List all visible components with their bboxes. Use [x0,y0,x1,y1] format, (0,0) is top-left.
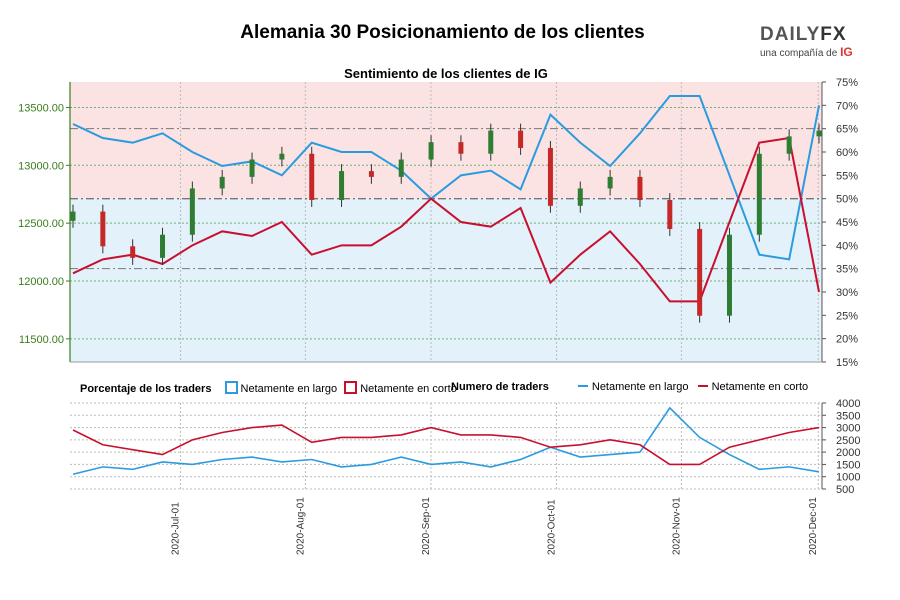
count-tick-label: 4000 [836,398,860,410]
candle-body [816,130,822,137]
legend-num-long: Netamente en largo [577,381,689,393]
candle-body [249,159,255,177]
short-box-icon [344,381,358,394]
pct-tick-label: 35% [836,264,858,276]
price-tick-label: 11500.00 [19,334,64,346]
candle-body [428,142,434,160]
pct-short-line [72,136,820,303]
legend-pct-long-label: Netamente en largo [240,383,338,395]
legend-num: Numero de traders Netamente en largo Net… [451,381,808,393]
candle-body [279,153,285,160]
x-tick-label: 2020-Oct-01 [547,499,558,555]
pct-tick-label: 30% [836,287,858,299]
candle-body [577,188,583,206]
legend-pct-short-label: Netamente en corto [360,383,457,395]
count-tick-label: 2500 [836,435,860,447]
pct-tick-label: 25% [836,310,858,322]
candle-body [130,246,136,258]
candle-body [756,153,762,235]
pct-tick-label: 15% [836,357,858,369]
candle-body [488,130,494,154]
count-long-line [72,406,820,476]
pct-long-line [72,95,820,261]
count-tick-label: 3000 [836,423,860,435]
legend-pct-long: Netamente en largo [224,381,338,395]
candle-body [637,176,643,201]
x-tick-label: 2020-Aug-01 [295,497,306,555]
long-line-icon [577,385,588,387]
count-tick-label: 1000 [836,472,860,484]
candle-body [607,176,613,189]
legend-num-long-label: Netamente en largo [591,381,689,393]
logo-wordmark: DAILYFX [760,24,870,46]
candle-body [100,211,106,247]
x-tick-label: 2020-Jul-01 [171,502,182,555]
candle-body [219,176,225,189]
pct-tick-label: 45% [836,217,858,229]
x-tick-label: 2020-Dec-01 [808,497,819,555]
candle-body [368,171,374,177]
short-line-icon [697,385,708,387]
count-short-line [72,424,820,466]
pct-tick-label: 60% [836,147,858,159]
candle-body [339,171,345,201]
pct-tick-label: 50% [836,194,858,206]
candle-body [726,234,732,316]
pct-tick-label: 20% [836,334,858,346]
candle-body [518,130,524,148]
candle-body [786,136,792,154]
candle-body [160,234,166,258]
legend-pct: Porcentaje de los traders Netamente en l… [80,381,457,395]
count-tick-label: 3500 [836,410,860,422]
logo-tagline: una compañía de IG [760,45,870,59]
candle-body [189,188,195,235]
pct-tick-label: 75% [836,77,858,89]
count-tick-label: 500 [836,484,854,496]
price-tick-label: 12000.00 [18,276,64,288]
candle-body [398,159,404,177]
price-tick-label: 13000.00 [18,160,64,172]
x-tick-label: 2020-Sep-01 [421,497,432,555]
short-zone-fill [70,82,822,199]
price-tick-label: 12500.00 [18,218,64,230]
candle-body [547,147,553,206]
long-box-icon [224,381,238,394]
dailyfx-logo: DAILYFX una compañía de IG [760,24,870,59]
count-tick-label: 1500 [836,459,860,471]
price-tick-label: 13500.00 [18,102,64,114]
pct-tick-label: 65% [836,124,858,136]
ig-logo-text: IG [840,45,853,59]
candle-body [70,211,76,221]
legend-num-title: Numero de traders [451,381,549,393]
candle-body [458,142,464,154]
pct-tick-label: 55% [836,170,858,182]
candle-body [309,153,315,201]
chart-title: Alemania 30 Posicionamiento de los clien… [240,22,645,43]
legend-pct-short: Netamente en corto [344,381,457,395]
candle-body [697,228,703,316]
chart-subtitle: Sentimiento de los clientes de IG [344,66,548,81]
long-zone-fill [70,198,822,362]
count-tick-label: 2000 [836,447,860,459]
pct-tick-label: 40% [836,240,858,252]
logo-wordmark-fx: FX [820,24,847,45]
candle-body [667,200,673,229]
logo-wordmark-daily: DAILY [760,24,821,45]
legend-num-short: Netamente en corto [697,381,809,393]
legend-pct-title: Porcentaje de los traders [80,383,212,395]
x-tick-label: 2020-Nov-01 [671,497,682,555]
logo-tagline-text: una compañía de [760,48,838,59]
legend-num-short-label: Netamente en corto [711,381,809,393]
pct-tick-label: 70% [836,100,858,112]
